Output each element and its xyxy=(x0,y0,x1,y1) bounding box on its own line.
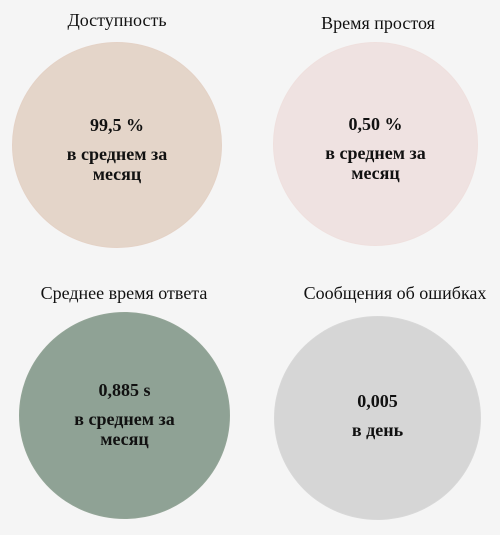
error-messages-title: Сообщения об ошибках xyxy=(303,283,487,303)
downtime-title: Время простоя xyxy=(321,13,435,33)
downtime-circle: 0,50 % в среднем за месяц xyxy=(273,42,478,246)
response-time-value: 0,885 s xyxy=(98,379,151,400)
response-time-title: Среднее время ответа xyxy=(40,283,208,303)
availability-value: 99,5 % xyxy=(90,115,144,135)
downtime-description: в среднем за месяц xyxy=(325,143,426,183)
error-messages-circle: 0,005 в день xyxy=(274,316,481,520)
error-messages-value: 0,005 xyxy=(357,391,398,411)
response-time-circle: 0,885 s в среднем за месяц xyxy=(19,312,230,519)
downtime-value: 0,50 % xyxy=(348,114,403,134)
availability-description: в среднем за месяц xyxy=(66,144,168,184)
error-messages-description: в день xyxy=(351,420,404,440)
availability-title: Доступность xyxy=(67,10,167,30)
response-time-description: в среднем за месяц xyxy=(74,408,175,449)
availability-circle: 99,5 % в среднем за месяц xyxy=(12,42,222,248)
